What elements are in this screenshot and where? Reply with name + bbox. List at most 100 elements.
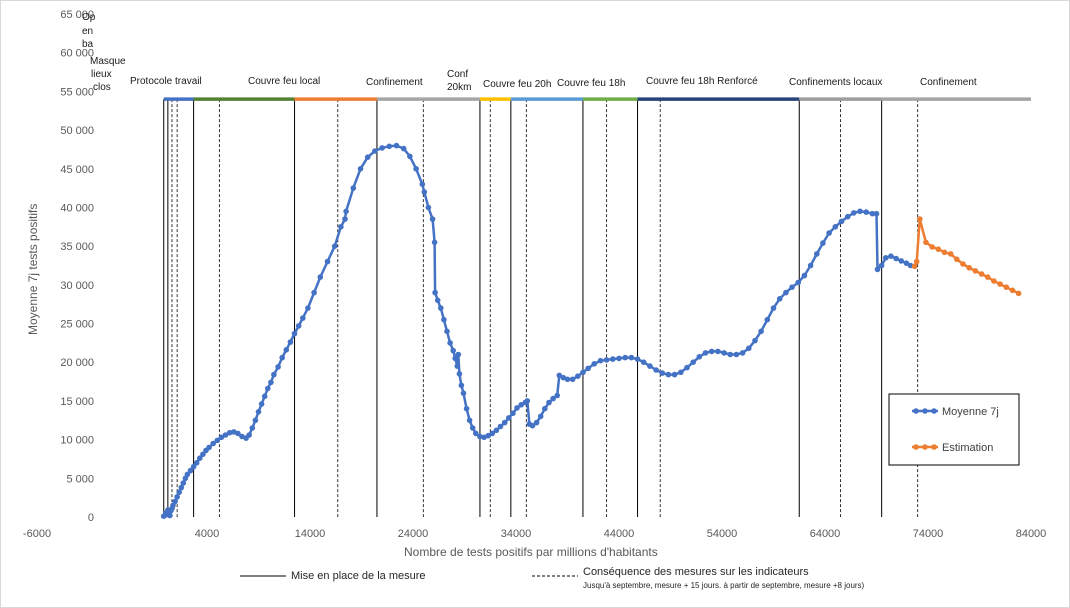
- data-point-moyenne: [575, 373, 581, 380]
- bottom-legend: Mise en place de la mesure Conséquence d…: [240, 566, 865, 590]
- data-point-moyenne: [176, 489, 182, 496]
- data-point-moyenne: [429, 216, 436, 222]
- data-point-moyenne: [255, 409, 262, 415]
- data-point-moyenne: [489, 430, 496, 437]
- data-point-moyenne: [463, 405, 470, 412]
- data-point-moyenne: [291, 330, 298, 337]
- x-axis-ticks: -6000 4000 14000 24000 34000 44000 54000 64000 7…: [23, 528, 1046, 540]
- data-point-moyenne: [569, 376, 576, 383]
- data-point-moyenne: [218, 434, 225, 441]
- data-point-moyenne: [172, 498, 178, 505]
- data-point-moyenne: [210, 440, 216, 447]
- data-point-moyenne: [275, 364, 281, 370]
- data-point-moyenne: [206, 444, 212, 451]
- data-point-moyenne: [580, 369, 586, 376]
- measure-lines: [163, 99, 919, 517]
- y-tick-label: 20 000: [60, 357, 94, 369]
- data-point-moyenne: [460, 390, 467, 397]
- data-point-moyenne: [556, 372, 563, 379]
- x-tick-label: 4000: [195, 528, 219, 540]
- series-layer: [160, 142, 1022, 519]
- x-tick-label: -6000: [23, 528, 51, 540]
- y-tick-label: 30 000: [60, 280, 94, 292]
- label-protocole: Protocole travail: [130, 76, 202, 87]
- x-tick-label: 74000: [913, 528, 944, 540]
- data-point-moyenne: [493, 427, 500, 434]
- y-axis-ticks: 0 5 000 10 000 15 000 20 000 25 000 30 000 35 0…: [60, 9, 94, 524]
- data-point-moyenne: [357, 166, 364, 172]
- data-point-moyenne: [898, 258, 904, 264]
- data-point-moyenne: [820, 240, 826, 246]
- data-point-moyenne: [514, 405, 520, 411]
- data-point-moyenne: [533, 419, 540, 426]
- data-point-moyenne: [795, 279, 801, 286]
- data-point-moyenne: [271, 371, 277, 378]
- data-point-moyenne: [393, 142, 400, 149]
- legend-box: Moyenne 7j Estimation: [888, 393, 1020, 466]
- data-point-moyenne: [419, 181, 426, 187]
- y-tick-label: 40 000: [60, 202, 94, 214]
- data-point-moyenne: [279, 354, 286, 361]
- data-point-moyenne: [634, 356, 641, 362]
- data-point-estimation: [960, 261, 966, 267]
- data-point-moyenne: [546, 399, 552, 406]
- data-point-moyenne: [597, 357, 604, 364]
- data-point-moyenne: [324, 258, 331, 265]
- data-point-moyenne: [665, 371, 672, 378]
- data-point-moyenne: [727, 351, 733, 358]
- label-conf20-2: 20km: [447, 82, 471, 93]
- data-point-estimation: [935, 246, 942, 252]
- data-point-moyenne: [585, 365, 591, 372]
- data-point-estimation: [984, 274, 991, 280]
- data-point-moyenne: [888, 253, 894, 259]
- data-point-moyenne: [554, 392, 560, 399]
- data-point-moyenne: [421, 189, 428, 195]
- data-point-moyenne: [452, 355, 459, 362]
- data-point-moyenne: [659, 370, 666, 376]
- data-point-moyenne: [450, 347, 457, 354]
- label-confinement-2: Confinement: [920, 77, 977, 88]
- legend-marker-moyenne: [931, 408, 937, 414]
- data-point-estimation: [917, 216, 923, 222]
- data-point-moyenne: [671, 371, 678, 378]
- data-point-moyenne: [180, 480, 187, 486]
- data-point-moyenne: [893, 255, 899, 262]
- label-masque-1: Masque: [90, 56, 126, 67]
- data-point-moyenne: [603, 357, 610, 363]
- data-point-moyenne: [261, 393, 268, 400]
- label-couvre-18h: Couvre feu 18h: [557, 78, 625, 89]
- data-point-moyenne: [350, 185, 357, 191]
- data-point-moyenne: [640, 359, 647, 366]
- y-tick-label: 55 000: [60, 86, 94, 98]
- data-point-moyenne: [268, 379, 274, 386]
- data-point-moyenne: [506, 415, 512, 421]
- data-point-moyenne: [458, 382, 465, 389]
- data-point-moyenne: [193, 460, 200, 466]
- data-point-estimation: [1015, 290, 1022, 297]
- data-point-moyenne: [372, 148, 378, 154]
- data-point-moyenne: [746, 345, 752, 352]
- data-point-moyenne: [591, 361, 598, 367]
- y-axis-title: Moyenne 7j tests positifs: [26, 204, 40, 335]
- data-point-moyenne: [331, 243, 338, 249]
- data-point-moyenne: [190, 463, 197, 470]
- label-op-en-ba-2: en: [82, 26, 93, 37]
- data-point-moyenne: [343, 208, 349, 215]
- legend-marker-estimation: [931, 444, 937, 450]
- data-point-moyenne: [826, 230, 832, 236]
- legend-marker-moyenne: [913, 408, 919, 414]
- data-point-moyenne: [883, 254, 889, 261]
- data-point-estimation: [947, 251, 954, 257]
- data-point-moyenne: [542, 405, 548, 412]
- data-point-moyenne: [469, 425, 476, 431]
- data-point-estimation: [941, 249, 948, 256]
- data-point-moyenne: [863, 209, 869, 215]
- y-tick-label: 65 000: [60, 9, 94, 21]
- x-tick-label: 64000: [810, 528, 841, 540]
- data-point-moyenne: [200, 451, 206, 458]
- y-tick-label: 35 000: [60, 241, 94, 253]
- dashed-line-note: Jusqu'à septembre, mesure + 15 jours. à …: [583, 581, 865, 590]
- solid-line-label: Mise en place de la mesure: [291, 570, 426, 582]
- label-op-en-ba-1: Op: [82, 12, 96, 23]
